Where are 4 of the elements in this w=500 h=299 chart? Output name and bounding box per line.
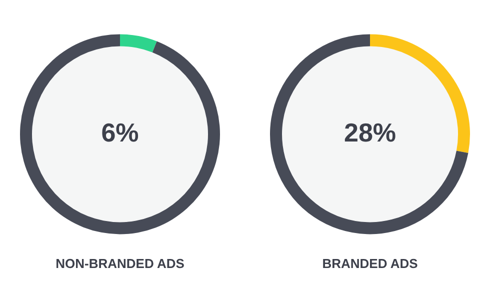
text: BRANDED ADS [322, 256, 418, 271]
text: 28% [344, 117, 396, 148]
text: NON-BRANDED ADS [56, 256, 185, 271]
text: 6% [101, 117, 139, 148]
